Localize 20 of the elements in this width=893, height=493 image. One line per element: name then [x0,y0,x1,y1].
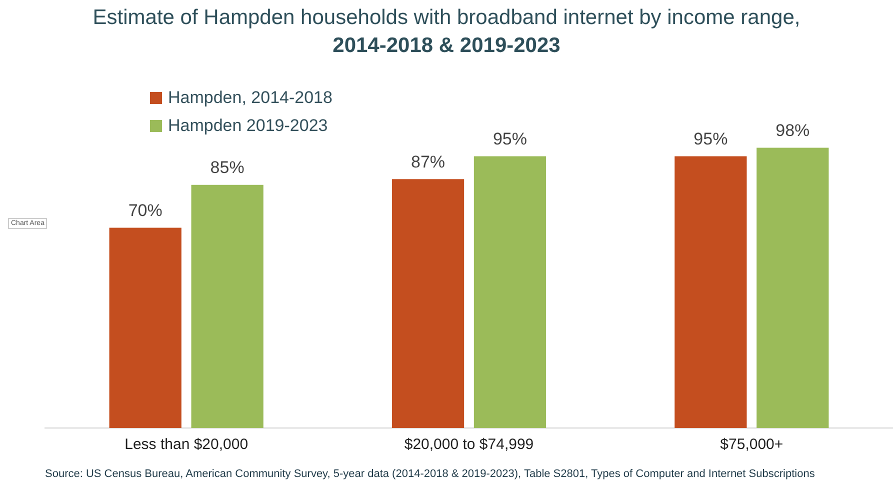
bar [191,184,264,428]
chart-subtitle: 2014-2018 & 2019-2023 [332,33,562,59]
x-tick-label: $75,000+ [720,436,784,454]
bar [756,148,829,428]
x-tick-label: Less than $20,000 [124,436,248,454]
data-label: 87% [411,152,446,172]
data-label: 98% [776,120,810,140]
data-label: 95% [694,129,728,148]
chart-title: Estimate of Hampden households with broadband internet by income range, [92,5,802,31]
bar [109,228,182,428]
source-note: Source: US Census Bureau, American Community Survey, 5-year data (2014-2018 & 2019-2023), Table S2801, Types of Computer and Internet Subscriptions [45,468,815,480]
data-label: 85% [210,158,244,178]
legend-label: Hampden 2019-2023 [168,116,328,136]
data-label: 95% [492,129,527,148]
data-label: 70% [128,200,162,220]
bar [674,156,747,428]
x-tick-label: $20,000 to $74,999 [404,436,534,454]
bar [392,179,464,428]
legend-label: Hampden, 2014-2018 [168,88,332,108]
bar [474,156,546,428]
